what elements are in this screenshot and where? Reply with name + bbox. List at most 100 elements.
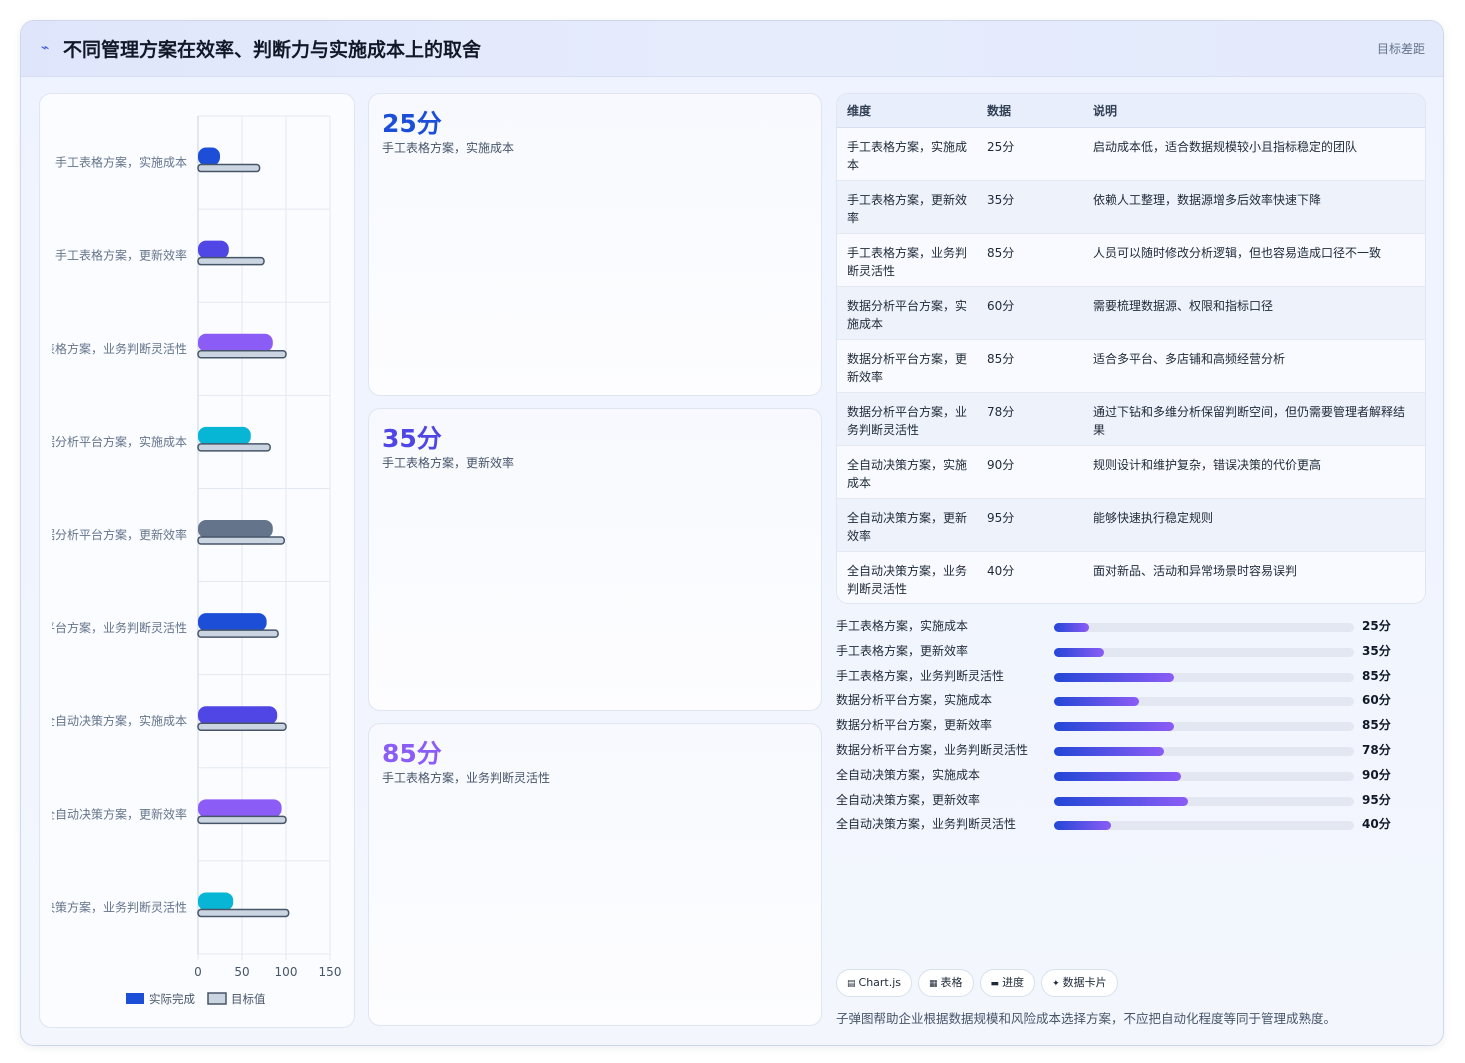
- progress-row: 手工表格方案，更新效率 35分: [836, 639, 1426, 664]
- progress-fill: [1054, 672, 1175, 682]
- chip-label: 表格: [940, 976, 963, 989]
- progress-value: 25分: [1362, 619, 1391, 633]
- page-title: 不同管理方案在效率、判断力与实施成本上的取舍: [63, 39, 482, 61]
- table-cell: 数据分析平台方案，更新效率: [837, 339, 977, 393]
- table-cell: 需要梳理数据源、权限和指标口径: [1083, 286, 1425, 340]
- legend-swatch-target: [207, 992, 227, 1005]
- table-cell: 全自动决策方案，更新效率: [837, 498, 977, 552]
- header-tag: 目标差距: [1376, 42, 1425, 56]
- table-cell: 25分: [977, 127, 1083, 181]
- kpi-card: 35分 手工表格方案，更新效率: [368, 408, 822, 711]
- chip-bar: ▤ Chart.js ▦ 表格 ▬ 进度 ✦ 数据卡片: [836, 969, 1124, 997]
- progress-value: 40分: [1362, 817, 1391, 832]
- kpi-card: 25分 手工表格方案，实施成本: [368, 93, 822, 396]
- table-cell: 85分: [977, 233, 1083, 287]
- progress-row: 数据分析平台方案，业务判断灵活性 78分: [836, 738, 1426, 763]
- progress-label: 全自动决策方案，业务判断灵活性: [836, 817, 1017, 832]
- category-label: 全自动决策方案，业务判断灵活性: [40, 899, 187, 914]
- progress-track: [1054, 623, 1354, 632]
- table-cell: 60分: [977, 286, 1083, 340]
- category-label: 数据分析平台方案，实施成本: [40, 434, 187, 449]
- progress-row: 数据分析平台方案，更新效率 85分: [836, 713, 1426, 738]
- kpi-value: 25分: [382, 109, 442, 138]
- table-row: 手工表格方案，更新效率 35分 依赖人工整理，数据源增多后效率快速下降: [837, 180, 1425, 234]
- table-cell: 通过下钻和多维分析保留判断空间，但仍需要管理者解释结果: [1083, 392, 1425, 446]
- progress-value: 78分: [1362, 742, 1391, 757]
- table-cell: 40分: [977, 551, 1083, 603]
- actual-bar: [198, 892, 234, 911]
- progress-label: 手工表格方案，业务判断灵活性: [836, 668, 1005, 683]
- kpi-card: 85分 手工表格方案，业务判断灵活性: [368, 723, 822, 1026]
- progress-track: [1054, 821, 1354, 831]
- actual-bar: [198, 799, 282, 818]
- x-tick-label: 150: [319, 965, 342, 979]
- progress-fill: [1054, 623, 1090, 632]
- progress-fill: [1054, 697, 1139, 707]
- progress-track: [1054, 722, 1354, 732]
- progress-track: [1054, 796, 1354, 806]
- progress-track: [1054, 697, 1354, 707]
- progress-track: [1054, 647, 1354, 657]
- table-row: 数据分析平台方案，实施成本 60分 需要梳理数据源、权限和指标口径: [837, 286, 1425, 340]
- progress-fill: [1054, 796, 1189, 806]
- target-bar: [197, 443, 271, 452]
- progress-track: [1054, 672, 1354, 682]
- target-bar: [197, 256, 265, 266]
- tech-chip: ▤ Chart.js: [836, 969, 913, 997]
- table-row: 手工表格方案，实施成本 25分 启动成本低，适合数据规模较小且指标稳定的团队: [837, 127, 1425, 181]
- progress-track: [1054, 771, 1354, 781]
- table-cell: 手工表格方案，实施成本: [837, 127, 977, 181]
- target-bar: [197, 629, 279, 638]
- table-cell: 35分: [977, 180, 1083, 234]
- kpi-label: 手工表格方案，业务判断灵活性: [382, 771, 551, 785]
- progress-value: 95分: [1362, 792, 1391, 807]
- progress-value: 35分: [1362, 643, 1391, 658]
- kpi-label: 手工表格方案，更新效率: [382, 456, 515, 470]
- table-icon: ▦: [929, 979, 938, 989]
- chip-label: 进度: [1002, 976, 1025, 989]
- progress-label: 手工表格方案，更新效率: [836, 643, 969, 658]
- tech-chip: ▬ 进度: [979, 969, 1036, 997]
- progress-fill: [1054, 821, 1111, 831]
- target-bar: [197, 815, 287, 825]
- table-cell: 依赖人工整理，数据源增多后效率快速下降: [1083, 180, 1425, 234]
- table-cell: 规则设计和维护复杂，错误决策的代价更高: [1083, 445, 1425, 499]
- bullet-chart: 手工表格方案，实施成本手工表格方案，更新效率手工表格方案，业务判断灵活性数据分析…: [40, 115, 342, 1006]
- bullet-chart-card: 手工表格方案，实施成本手工表格方案，更新效率手工表格方案，业务判断灵活性数据分析…: [39, 93, 355, 1028]
- table-cell: 手工表格方案，业务判断灵活性: [837, 233, 977, 287]
- target-bar: [197, 163, 261, 173]
- dashboard-frame: ⌁ 不同管理方案在效率、判断力与实施成本上的取舍 目标差距 手工表格方案，实施成…: [20, 20, 1444, 1046]
- progress-label: 数据分析平台方案，实施成本: [836, 693, 993, 708]
- table-header-row: 维度 数据 说明: [837, 94, 1425, 128]
- data-table: 维度 数据 说明 手工表格方案，实施成本 25分 启动成本低，适合数据规模较小且指标…: [837, 94, 1425, 603]
- progress-fill: [1054, 722, 1175, 732]
- table-cell: 面对新品、活动和异常场景时容易误判: [1083, 551, 1425, 603]
- actual-bar: [198, 333, 273, 352]
- x-tick-label: 0: [194, 965, 202, 979]
- progress-fill: [1054, 771, 1182, 781]
- kpi-value: 35分: [382, 424, 442, 453]
- category-label: 手工表格方案，更新效率: [55, 248, 187, 263]
- column-header: 说明: [1083, 94, 1425, 128]
- progress-label: 全自动决策方案，实施成本: [836, 767, 981, 782]
- actual-bar: [198, 240, 229, 259]
- x-tick-label: 100: [275, 965, 298, 979]
- x-tick-label: 50: [234, 965, 249, 979]
- kpi-label: 手工表格方案，实施成本: [382, 141, 515, 155]
- table-cell: 能够快速执行稳定规则: [1083, 498, 1425, 552]
- table-row: 全自动决策方案，业务判断灵活性 40分 面对新品、活动和异常场景时容易误判: [837, 551, 1425, 603]
- kpi-value: 85分: [382, 739, 442, 768]
- table-cell: 人员可以随时修改分析逻辑，但也容易造成口径不一致: [1083, 233, 1425, 287]
- progress-row: 数据分析平台方案，实施成本 60分: [836, 688, 1426, 713]
- table-row: 手工表格方案，业务判断灵活性 85分 人员可以随时修改分析逻辑，但也容易造成口径不一…: [837, 233, 1425, 287]
- category-label: 全自动决策方案，实施成本: [43, 713, 187, 728]
- footnote: 子弹图帮助企业根据数据规模和风险成本选择方案，不应把自动化程度等同于管理成熟度。: [836, 1011, 1337, 1026]
- table-row: 全自动决策方案，更新效率 95分 能够快速执行稳定规则: [837, 498, 1425, 552]
- category-label: 手工表格方案，实施成本: [55, 155, 187, 170]
- progress-label: 手工表格方案，实施成本: [836, 619, 969, 633]
- data-table-card: 维度 数据 说明 手工表格方案，实施成本 25分 启动成本低，适合数据规模较小且指标…: [836, 93, 1426, 604]
- table-cell: 启动成本低，适合数据规模较小且指标稳定的团队: [1083, 127, 1425, 181]
- progress-label: 全自动决策方案，更新效率: [836, 792, 981, 807]
- chip-label: 数据卡片: [1062, 976, 1107, 989]
- category-label: 全自动决策方案，更新效率: [43, 806, 187, 821]
